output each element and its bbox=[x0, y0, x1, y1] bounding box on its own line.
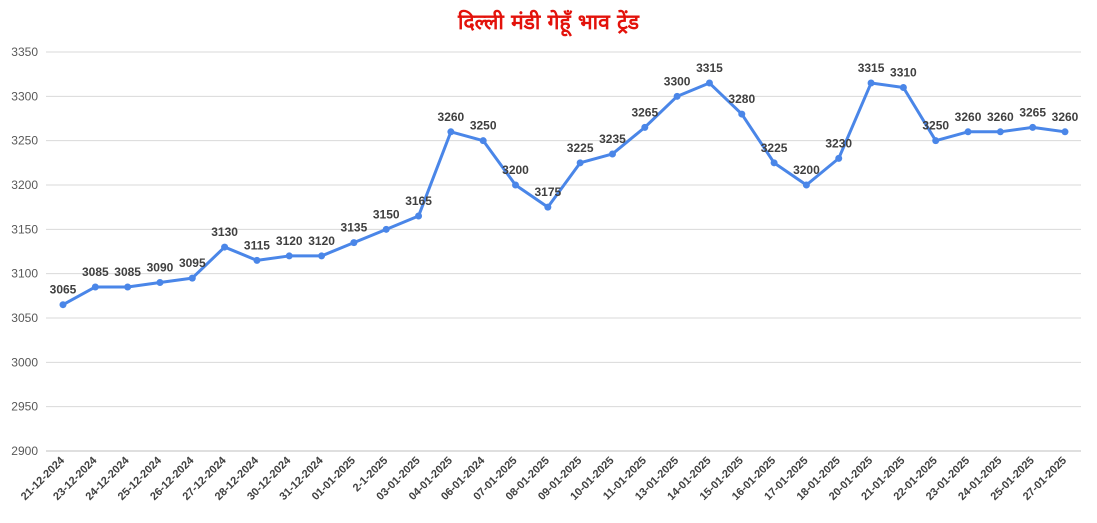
y-tick-label: 3350 bbox=[11, 45, 38, 59]
data-point bbox=[382, 225, 390, 233]
y-tick-label: 3000 bbox=[11, 355, 38, 369]
data-label: 3225 bbox=[567, 141, 594, 155]
data-label: 3235 bbox=[599, 132, 626, 146]
data-label: 3260 bbox=[955, 110, 982, 124]
data-label: 3315 bbox=[858, 61, 885, 75]
data-label: 3265 bbox=[631, 105, 658, 119]
data-label: 3310 bbox=[890, 65, 917, 79]
data-point bbox=[996, 128, 1004, 136]
data-point bbox=[156, 279, 164, 287]
data-point bbox=[512, 181, 520, 189]
data-point bbox=[59, 301, 67, 309]
data-label: 3250 bbox=[922, 119, 949, 133]
data-label: 3120 bbox=[276, 234, 303, 248]
data-label: 3065 bbox=[50, 283, 77, 297]
data-label: 3280 bbox=[728, 92, 755, 106]
data-point bbox=[285, 252, 293, 260]
data-label: 3230 bbox=[825, 136, 852, 150]
data-point bbox=[479, 137, 487, 145]
data-label: 3300 bbox=[664, 74, 691, 88]
y-tick-label: 2950 bbox=[11, 400, 38, 414]
data-point bbox=[705, 79, 713, 87]
data-point bbox=[544, 203, 552, 211]
data-point bbox=[738, 110, 746, 118]
data-point bbox=[835, 154, 843, 162]
data-label: 3085 bbox=[82, 265, 109, 279]
data-label: 3225 bbox=[761, 141, 788, 155]
y-tick-label: 3100 bbox=[11, 267, 38, 281]
data-point bbox=[802, 181, 810, 189]
data-point bbox=[350, 239, 358, 247]
data-label: 3200 bbox=[793, 163, 820, 177]
data-point bbox=[415, 212, 423, 220]
data-label: 3150 bbox=[373, 207, 400, 221]
data-point bbox=[608, 150, 616, 158]
data-label: 3085 bbox=[114, 265, 141, 279]
y-tick-label: 3250 bbox=[11, 134, 38, 148]
y-tick-label: 3300 bbox=[11, 89, 38, 103]
data-label: 3260 bbox=[987, 110, 1014, 124]
data-point bbox=[188, 274, 196, 282]
data-label: 3130 bbox=[211, 225, 238, 239]
data-label: 3315 bbox=[696, 61, 723, 75]
data-point bbox=[867, 79, 875, 87]
data-label: 3260 bbox=[1052, 110, 1079, 124]
data-point bbox=[221, 243, 229, 251]
data-point bbox=[1061, 128, 1069, 136]
y-tick-label: 3050 bbox=[11, 311, 38, 325]
data-point bbox=[964, 128, 972, 136]
data-label: 3120 bbox=[308, 234, 335, 248]
data-label: 3250 bbox=[470, 119, 497, 133]
data-point bbox=[932, 137, 940, 145]
data-point bbox=[899, 83, 907, 91]
y-tick-label: 3150 bbox=[11, 222, 38, 236]
data-label: 3165 bbox=[405, 194, 432, 208]
data-label: 3135 bbox=[341, 221, 368, 235]
data-point bbox=[1029, 123, 1037, 131]
data-point bbox=[576, 159, 584, 167]
data-point bbox=[318, 252, 326, 260]
y-tick-label: 3200 bbox=[11, 178, 38, 192]
data-label: 3260 bbox=[438, 110, 465, 124]
data-label: 3175 bbox=[534, 185, 561, 199]
data-point bbox=[124, 283, 132, 291]
data-label: 3200 bbox=[502, 163, 529, 177]
data-point bbox=[447, 128, 455, 136]
data-point bbox=[253, 256, 261, 264]
data-point bbox=[770, 159, 778, 167]
data-label: 3095 bbox=[179, 256, 206, 270]
series-line bbox=[61, 81, 1067, 307]
data-label: 3090 bbox=[147, 261, 174, 275]
data-point bbox=[641, 123, 649, 131]
data-label: 3265 bbox=[1019, 105, 1046, 119]
y-tick-label: 2900 bbox=[11, 444, 38, 458]
data-point bbox=[673, 92, 681, 100]
data-label: 3115 bbox=[244, 238, 270, 252]
data-point bbox=[91, 283, 99, 291]
chart-title: दिल्ली मंडी गेहूँ भाव ट्रेंड bbox=[458, 10, 639, 34]
